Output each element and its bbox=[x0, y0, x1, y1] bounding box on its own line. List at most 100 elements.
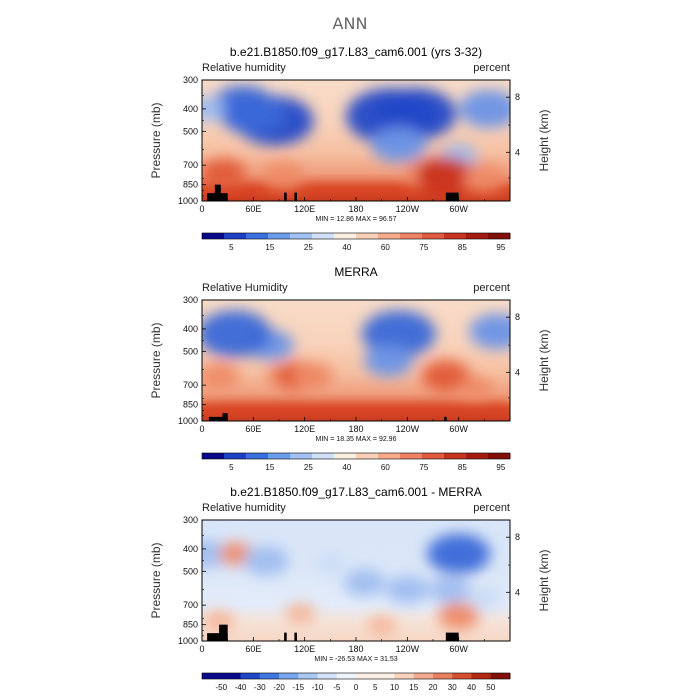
colorbar-swatch bbox=[356, 233, 379, 239]
contour-feature bbox=[292, 362, 335, 390]
contour-field bbox=[202, 80, 510, 201]
colorbar-swatch bbox=[221, 673, 241, 679]
contour-feature bbox=[467, 586, 502, 610]
colorbar-label: 40 bbox=[342, 463, 351, 472]
pressure-tick-label: 500 bbox=[183, 346, 198, 356]
colorbar-label: 85 bbox=[458, 243, 467, 252]
contour-feature bbox=[284, 603, 316, 624]
colorbar-swatch bbox=[334, 233, 357, 239]
colorbar-swatch bbox=[488, 453, 511, 459]
longitude-tick-label: 60W bbox=[449, 644, 468, 654]
colorbar-swatch bbox=[378, 233, 401, 239]
colorbar-swatch bbox=[452, 673, 472, 679]
pressure-tick-label: 850 bbox=[183, 620, 198, 630]
contour-feature bbox=[370, 126, 427, 163]
colorbar-label: -5 bbox=[333, 683, 341, 692]
panel-1: b.e21.B1850.f09_g17.L83_cam6.001 (yrs 3-… bbox=[149, 45, 551, 252]
contour-feature bbox=[385, 575, 430, 604]
topography-mask bbox=[208, 416, 228, 421]
colorbar-swatch bbox=[312, 453, 335, 459]
colorbar-label: 60 bbox=[381, 243, 390, 252]
contour-feature bbox=[202, 540, 228, 568]
topography-mask bbox=[284, 632, 287, 641]
contour-feature bbox=[243, 546, 289, 576]
colorbar-swatch bbox=[246, 233, 269, 239]
colorbar-swatch bbox=[444, 453, 467, 459]
figure-title: ANN bbox=[333, 14, 368, 33]
variable-label: Relative humidity bbox=[202, 62, 286, 74]
topography-mask bbox=[284, 192, 287, 201]
colorbar-label: -10 bbox=[312, 683, 324, 692]
colorbar-swatch bbox=[259, 673, 280, 679]
colorbar-label: 50 bbox=[486, 683, 495, 692]
colorbar-label: 5 bbox=[229, 243, 234, 252]
pressure-tick-label: 700 bbox=[183, 160, 198, 170]
y-axis-label: Pressure (mb) bbox=[149, 322, 163, 398]
colorbar-swatch bbox=[422, 453, 445, 459]
longitude-tick-label: 120E bbox=[294, 424, 315, 434]
colorbar-swatch bbox=[378, 453, 401, 459]
pressure-tick-label: 700 bbox=[183, 380, 198, 390]
colorbar-swatch bbox=[488, 233, 511, 239]
contour-feature bbox=[421, 360, 471, 392]
colorbar-swatch bbox=[268, 453, 291, 459]
colorbar-swatch bbox=[394, 673, 415, 679]
topography-mask bbox=[445, 632, 459, 641]
pressure-tick-label: 700 bbox=[183, 600, 198, 610]
contour-feature bbox=[427, 533, 491, 575]
contour-feature bbox=[202, 158, 246, 189]
colorbar-label: 25 bbox=[304, 463, 313, 472]
colorbar-label: 5 bbox=[373, 683, 378, 692]
contour-feature bbox=[364, 345, 413, 377]
contour-feature bbox=[262, 162, 305, 190]
colorbar-swatch bbox=[400, 453, 423, 459]
colorbar-swatch bbox=[290, 453, 313, 459]
contour-feature bbox=[202, 362, 240, 390]
colorbar-swatch bbox=[202, 453, 225, 459]
colorbar-label: 20 bbox=[429, 683, 438, 692]
colorbar-label: -50 bbox=[215, 683, 227, 692]
colorbar-swatch bbox=[224, 453, 247, 459]
contour-field bbox=[202, 520, 510, 641]
longitude-tick-label: 60W bbox=[449, 424, 468, 434]
colorbar-label: -30 bbox=[254, 683, 266, 692]
height-tick-label: 4 bbox=[515, 587, 520, 597]
contour-feature bbox=[343, 569, 386, 597]
colorbar-swatch bbox=[422, 233, 445, 239]
colorbar-swatch bbox=[413, 673, 434, 679]
colorbar-swatch bbox=[336, 673, 357, 679]
panel-title: b.e21.B1850.f09_g17.L83_cam6.001 (yrs 3-… bbox=[230, 45, 482, 59]
colorbar-label: 75 bbox=[419, 243, 428, 252]
pressure-tick-label: 400 bbox=[183, 544, 198, 554]
longitude-tick-label: 60E bbox=[245, 204, 261, 214]
contour-field bbox=[202, 300, 510, 421]
contour-feature bbox=[458, 376, 493, 400]
colorbar-label: 5 bbox=[229, 463, 234, 472]
pressure-tick-label: 400 bbox=[183, 324, 198, 334]
contour-feature bbox=[367, 616, 397, 636]
colorbar-label: 30 bbox=[448, 683, 457, 692]
colorbar: -50 -40 -30 -20 -15 -10 -5 0 5 10 15 20 30 40 50 bbox=[201, 672, 511, 692]
variable-label: Relative Humidity bbox=[202, 282, 288, 294]
colorbar-label: 15 bbox=[265, 463, 274, 472]
height-tick-label: 8 bbox=[515, 532, 520, 542]
topography-mask bbox=[214, 184, 221, 201]
boundary-layer-band bbox=[202, 402, 510, 417]
contour-feature bbox=[429, 576, 471, 604]
colorbar-swatch bbox=[317, 673, 338, 679]
y2-axis-label: Height (km) bbox=[537, 109, 551, 171]
contour-feature bbox=[437, 602, 480, 630]
topography-mask bbox=[207, 633, 228, 641]
topography-mask bbox=[445, 192, 459, 201]
longitude-tick-label: 120E bbox=[294, 644, 315, 654]
panel-3: b.e21.B1850.f09_g17.L83_cam6.001 - MERRA… bbox=[149, 485, 551, 692]
longitude-tick-label: 0 bbox=[199, 424, 204, 434]
pressure-tick-label: 1000 bbox=[178, 636, 198, 646]
longitude-tick-label: 60E bbox=[245, 424, 261, 434]
colorbar-label: 15 bbox=[409, 683, 418, 692]
colorbar-swatch bbox=[490, 673, 511, 679]
colorbar-swatch bbox=[268, 233, 291, 239]
contour-feature bbox=[458, 89, 510, 129]
units-label: percent bbox=[473, 62, 510, 74]
colorbar-label: 10 bbox=[390, 683, 399, 692]
